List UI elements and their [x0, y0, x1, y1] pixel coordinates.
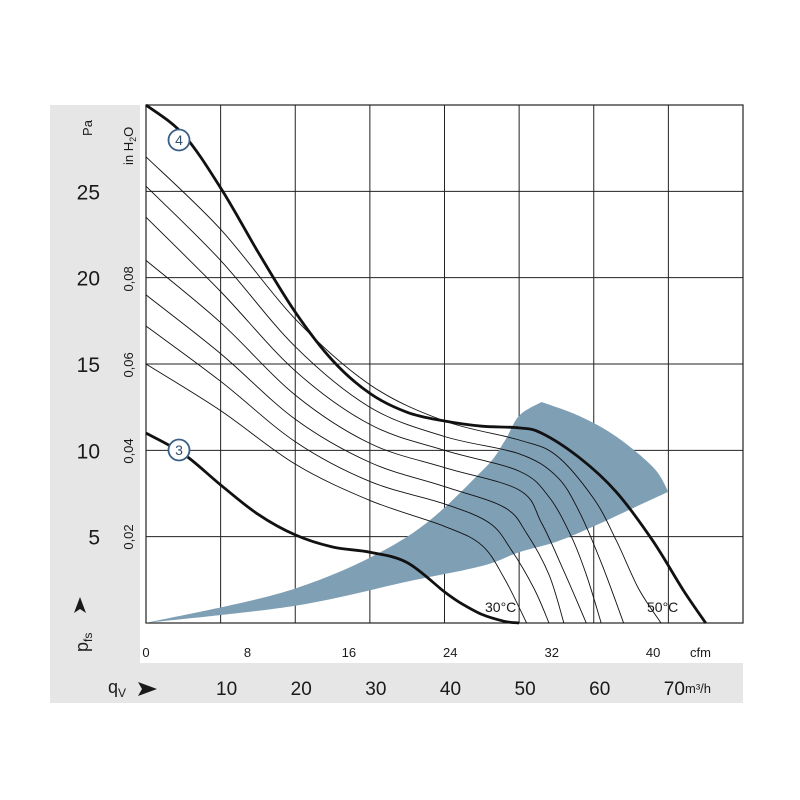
x-axis-title-sub: V [118, 686, 126, 700]
x2-tick-label: 20 [291, 679, 312, 700]
intermediate-curve-4 [145, 260, 587, 624]
x2-tick-label: 60 [589, 679, 610, 700]
curve-3 [145, 431, 520, 625]
x-axis-title-main: q [108, 677, 118, 697]
curve-marker-3: 3 [167, 438, 191, 462]
left-axis-panel [50, 105, 140, 663]
y-tick-label: 10 [77, 440, 100, 463]
y-tick-label: 15 [77, 354, 100, 377]
x2-tick-label: 50 [515, 679, 536, 700]
x2-tick-label: 10 [216, 679, 237, 700]
x-tick-label-cfm: 32 [544, 645, 558, 660]
y2-tick-label: 0,06 [121, 352, 136, 377]
operating-region-shape [146, 402, 669, 623]
y2-tick-label: 0,02 [121, 524, 136, 549]
x-axis-ticks-cfm: 0 8 16 24 32 40 [142, 645, 660, 660]
y2-tick-label: 0,08 [121, 266, 136, 291]
intermediate-curve-3 [145, 216, 602, 624]
grid-lines [146, 105, 744, 623]
main-curves [145, 103, 707, 625]
intermediate-curve-1 [145, 156, 662, 624]
y-axis-ticks: 25 20 15 10 5 [77, 181, 100, 549]
y-axis-title-sub: fs [81, 633, 95, 642]
y-axis-title-main: p [72, 642, 92, 652]
svg-text:pfs: pfs [72, 633, 95, 652]
bottom-axis-panel [50, 663, 743, 703]
x2-tick-label: 30 [365, 679, 386, 700]
x-axis-title: qV [108, 677, 157, 700]
svg-text:qV: qV [108, 677, 126, 700]
intermediate-curve-7 [145, 363, 528, 624]
x-tick-label-cfm: 40 [646, 645, 660, 660]
y2-axis-ticks: 0,08 0,06 0,04 0,02 [121, 266, 136, 549]
operating-region [146, 402, 669, 623]
x-axis-arrow-icon [138, 682, 157, 696]
intermediate-curve-6 [145, 325, 550, 624]
y-tick-label: 5 [88, 527, 100, 550]
intermediate-curves [145, 156, 662, 624]
curve-marker-3-label: 3 [175, 442, 183, 458]
x-tick-label-cfm: 8 [244, 645, 251, 660]
y-axis-unit-pa: Pa [80, 119, 95, 136]
y-axis-arrow-icon [74, 597, 86, 613]
curve-4 [145, 103, 707, 624]
curve-marker-4: 4 [167, 128, 191, 152]
y2-tick-label: 0,04 [121, 438, 136, 463]
x2-tick-label: 70 [664, 679, 685, 700]
temperature-label-50: 50°C [647, 599, 678, 615]
y2-axis-unit: in H2O [121, 127, 138, 165]
curve-marker-4-label: 4 [175, 132, 183, 148]
intermediate-curve-2 [145, 185, 625, 624]
x2-axis-ticks-m3h: 10 20 30 40 50 60 70 [216, 679, 685, 700]
x-axis-unit-cfm: cfm [690, 645, 711, 660]
x-tick-label-cfm: 16 [342, 645, 356, 660]
y-tick-label: 25 [77, 181, 100, 204]
x2-tick-label: 40 [440, 679, 461, 700]
x-tick-label-cfm: 0 [142, 645, 149, 660]
y-tick-label: 20 [77, 268, 100, 291]
x2-axis-unit: m³/h [685, 681, 711, 696]
temperature-label-30: 30°C [485, 599, 516, 615]
x-tick-label-cfm: 24 [443, 645, 457, 660]
intermediate-curve-5 [145, 294, 565, 624]
y-axis-title: pfs [72, 597, 95, 652]
